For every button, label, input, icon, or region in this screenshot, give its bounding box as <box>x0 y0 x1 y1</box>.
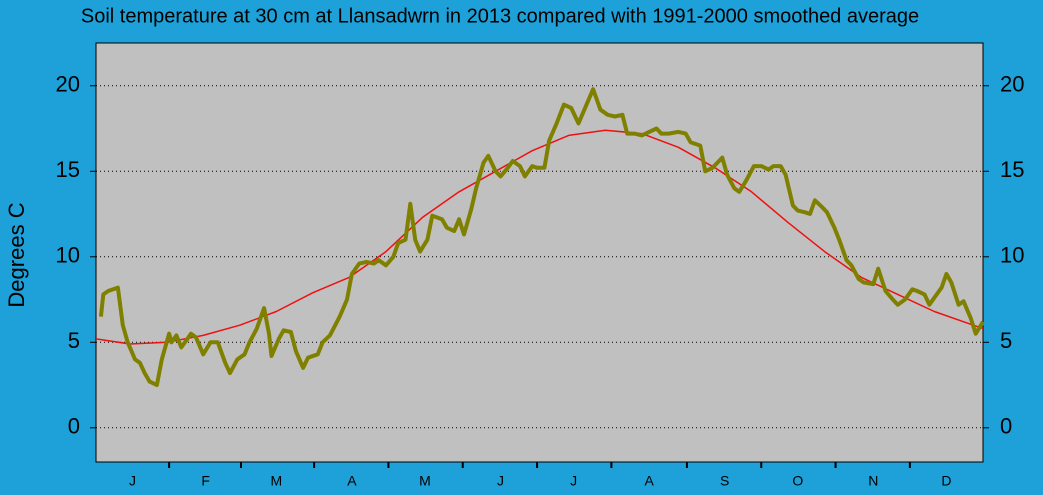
chart-title: Soil temperature at 30 cm at Llansadwrn … <box>81 5 919 27</box>
y-tick-label: 5 <box>68 328 80 353</box>
y-tick-label: 10 <box>56 243 80 268</box>
y2-tick-label: 20 <box>1000 72 1024 97</box>
y2-tick-label: 10 <box>1000 243 1024 268</box>
y-tick-label: 0 <box>68 414 80 439</box>
data-line <box>95 129 984 345</box>
x-tick-label: M <box>270 473 282 489</box>
data-line <box>98 87 985 387</box>
x-tick-label: J <box>570 473 577 489</box>
x-tick-label: M <box>419 473 431 489</box>
x-tick-label: O <box>792 473 803 489</box>
x-tick-label: A <box>347 473 357 489</box>
y2-tick-label: 0 <box>1000 414 1012 439</box>
plot-area <box>95 42 984 463</box>
x-tick-label: F <box>201 473 210 489</box>
y-axis-label: Degrees C <box>4 202 29 307</box>
x-tick-label: J <box>497 473 504 489</box>
y-tick-label: 15 <box>56 157 80 182</box>
x-tick-label: N <box>868 473 878 489</box>
y2-tick-label: 5 <box>1000 328 1012 353</box>
x-tick-label: J <box>129 473 136 489</box>
y2-tick-label: 15 <box>1000 157 1024 182</box>
x-tick-label: S <box>720 473 729 489</box>
x-tick-label: A <box>644 473 654 489</box>
y-tick-label: 20 <box>56 72 80 97</box>
x-tick-label: D <box>941 473 951 489</box>
